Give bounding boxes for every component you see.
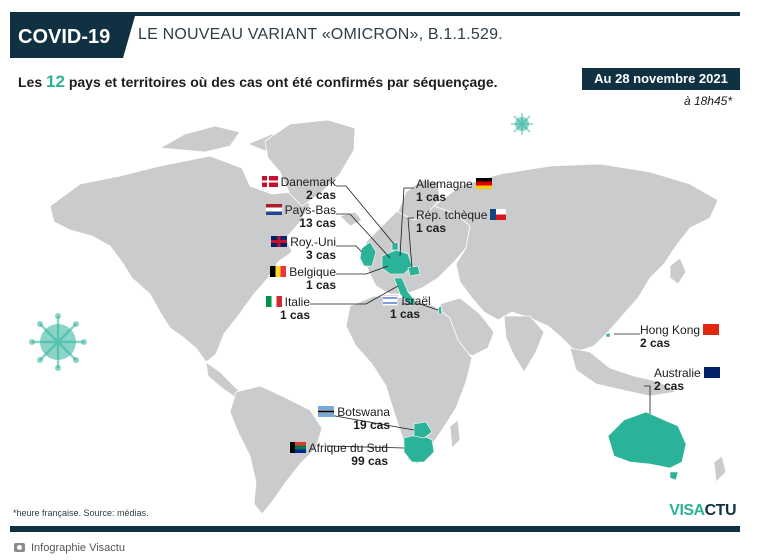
- leader-roy-uni: [336, 245, 363, 253]
- label-botswana: Botswana 19 cas: [290, 406, 390, 432]
- tasmania-shape: [669, 471, 679, 481]
- flag-icon: [490, 209, 507, 220]
- headline: LE NOUVEAU VARIANT «OMICRON», B.1.1.529.: [138, 26, 503, 43]
- japan: [669, 257, 687, 285]
- label-pays-bas: Pays-Bas 13 cas: [240, 204, 336, 230]
- leader-lines: [310, 185, 651, 449]
- iceland: [339, 211, 363, 227]
- virus-icon-small: [511, 113, 533, 135]
- label-hong-kong: Hong Kong 2 cas: [640, 324, 722, 350]
- affected-countries: [359, 241, 687, 481]
- flag-icon: [318, 406, 335, 417]
- label-israel: Israël 1 cas: [370, 295, 440, 321]
- tag-notch: [123, 16, 135, 58]
- leader-italie: [310, 285, 399, 305]
- new-zealand: [713, 455, 727, 483]
- flag-icon: [261, 176, 278, 187]
- madagascar: [449, 419, 461, 449]
- benelux-de-shape: [381, 249, 413, 275]
- virus-icon: [29, 313, 87, 371]
- flag-icon: [271, 236, 288, 247]
- africa: [345, 295, 473, 465]
- leader-rep-tcheque: [407, 217, 414, 269]
- uk-shape: [359, 241, 377, 267]
- label-italie: Italie 1 cas: [216, 296, 310, 322]
- label-danemark: Danemark 2 cas: [240, 176, 336, 202]
- time-note: à 18h45*: [683, 94, 732, 108]
- botswana-shape: [413, 421, 433, 439]
- india: [503, 315, 545, 373]
- leader-allemagne: [399, 187, 414, 257]
- flag-icon: [289, 442, 306, 453]
- italy-shape: [393, 277, 417, 307]
- scandinavia: [397, 179, 441, 221]
- camera-icon: [14, 543, 25, 552]
- label-australie: Australie 2 cas: [654, 367, 723, 393]
- southeast-asia: [569, 347, 678, 397]
- north-america: [49, 155, 311, 363]
- leader-australie: [644, 385, 651, 414]
- flag-icon: [270, 266, 287, 277]
- infographic-card: COVID-19 LE NOUVEAU VARIANT «OMICRON», B…: [10, 12, 740, 532]
- date-badge: Au 28 novembre 2021: [582, 68, 740, 90]
- flag-icon: [265, 204, 282, 215]
- covid-tag: COVID-19: [10, 16, 123, 58]
- brand-logo: VISACTU: [669, 502, 736, 519]
- subtitle: Les 12 pays et territoires où des cas on…: [18, 72, 498, 91]
- leader-pays-bas: [336, 213, 391, 259]
- leader-belgique: [336, 265, 389, 275]
- leader-israel: [402, 303, 439, 311]
- flag-icon: [475, 178, 492, 189]
- label-belgique: Belgique 1 cas: [240, 266, 336, 292]
- hong-kong-shape: [605, 332, 611, 338]
- south-america: [229, 385, 323, 515]
- label-afrique-du-sud: Afrique du Sud 99 cas: [264, 442, 388, 468]
- flag-icon: [703, 367, 720, 378]
- czech-shape: [407, 265, 421, 277]
- leader-afrique-du-sud: [325, 445, 405, 449]
- flag-icon: [265, 296, 282, 307]
- label-allemagne: Allemagne 1 cas: [416, 178, 495, 204]
- image-caption: Infographie Visactu: [14, 542, 125, 554]
- source-note: *heure française. Source: médias.: [13, 508, 149, 518]
- label-rep-tcheque: Rép. tchèque 1 cas: [416, 209, 509, 235]
- flag-icon: [703, 324, 720, 335]
- leader-danemark: [336, 185, 395, 245]
- label-roy-uni: Roy.-Uni 3 cas: [240, 236, 336, 262]
- greenland: [264, 119, 356, 207]
- israel-shape: [437, 305, 443, 315]
- flag-icon: [382, 295, 399, 306]
- australia-shape: [607, 411, 687, 469]
- leader-botswana: [323, 413, 415, 431]
- country-count: 12: [46, 72, 65, 91]
